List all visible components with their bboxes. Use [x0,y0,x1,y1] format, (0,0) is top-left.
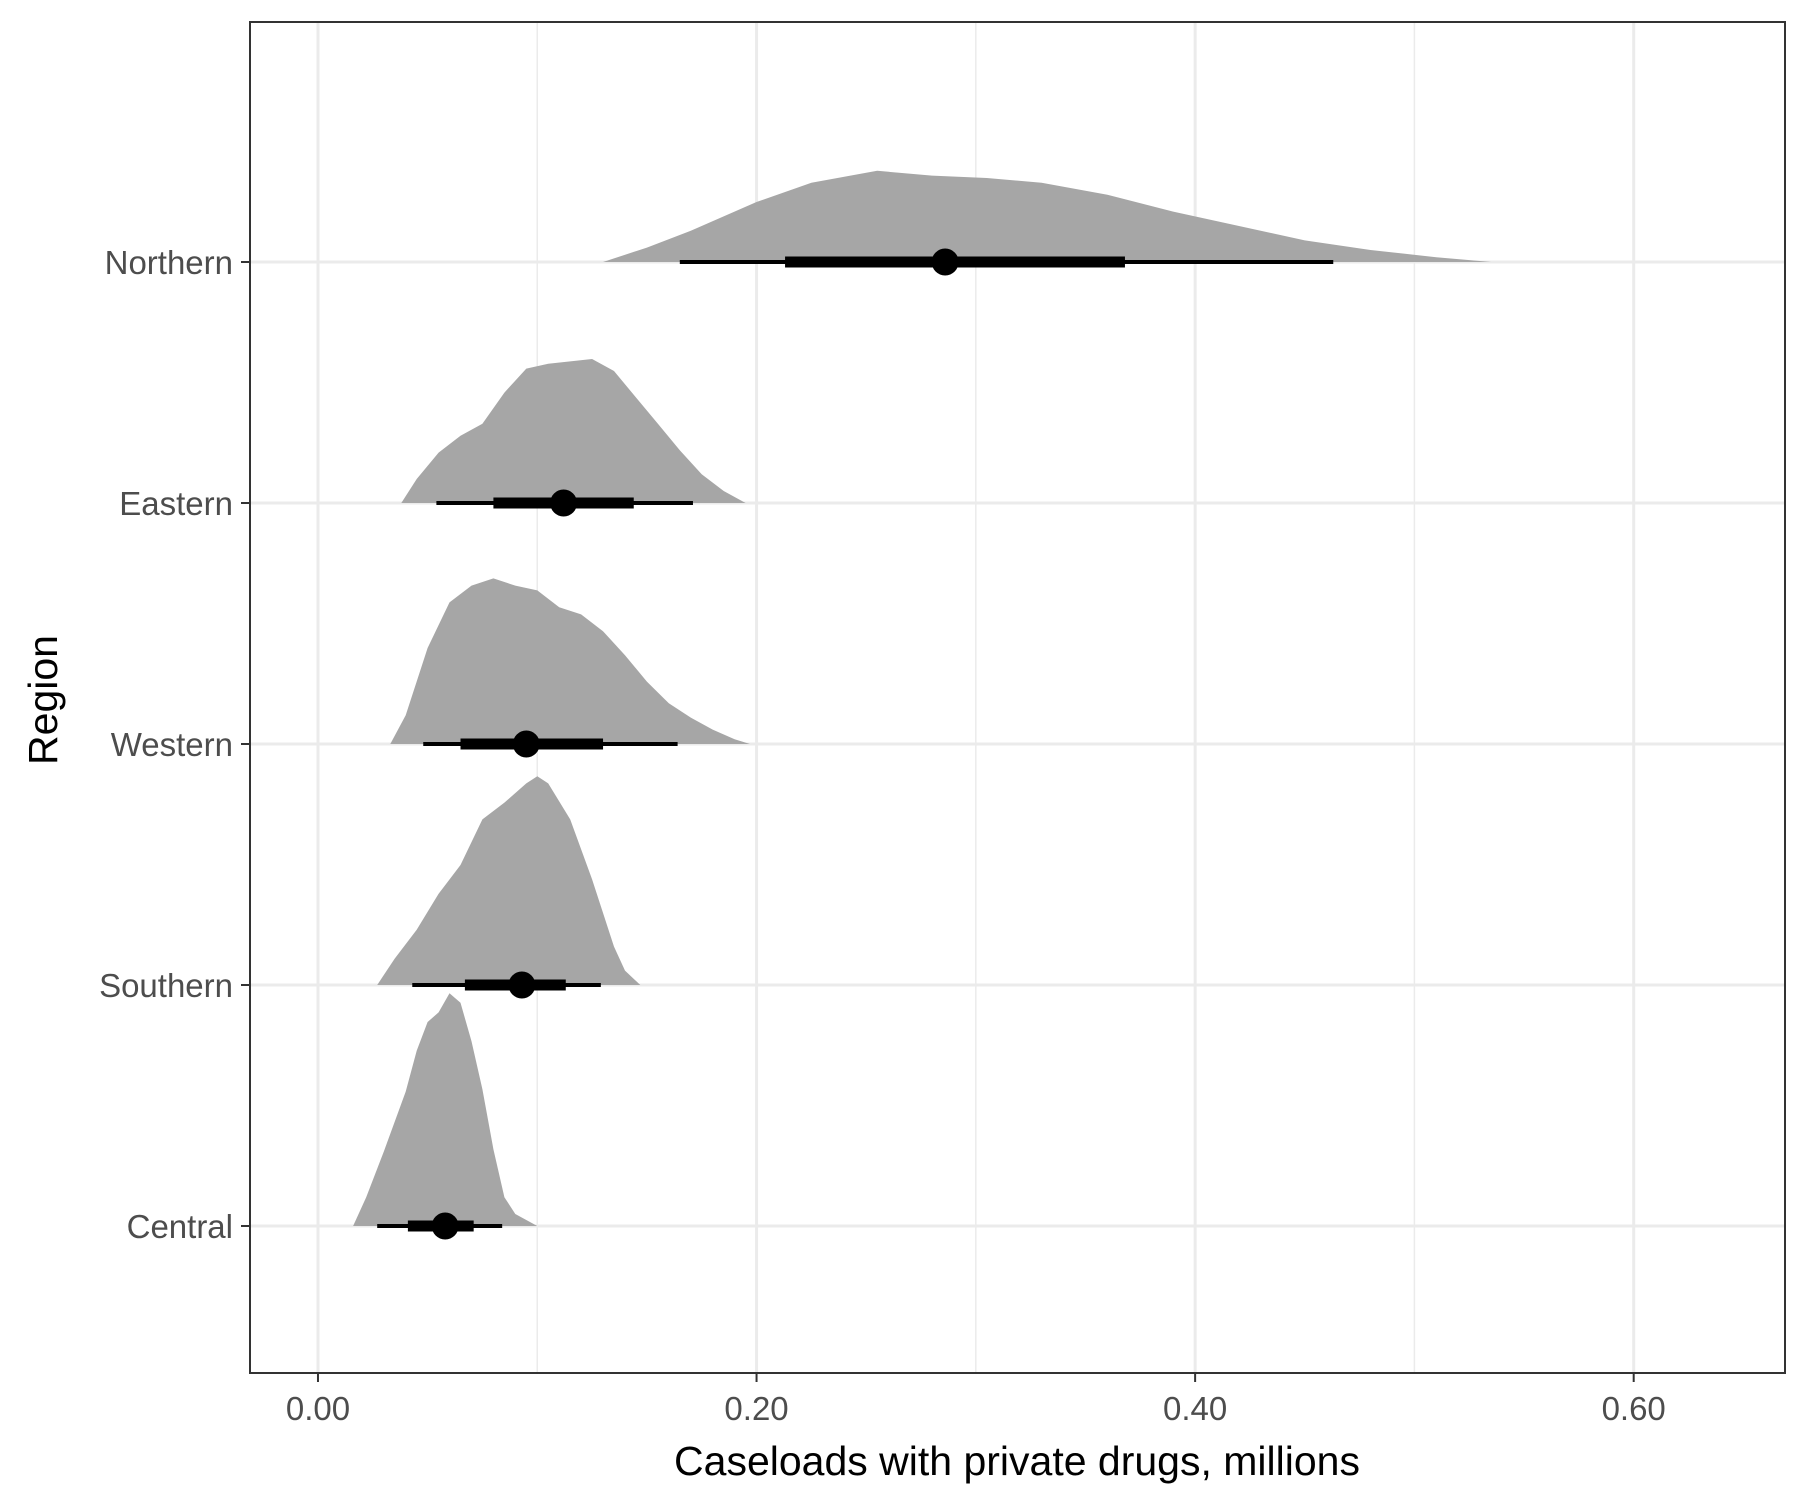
y-tick-label-central: Central [127,1208,233,1245]
axis-layer: 0.00 0.20 0.40 0.60 Northern Eastern Western So… [99,244,1666,1427]
x-axis-title: Caseloads with private drugs, millions [674,1438,1360,1484]
panel-border [249,21,1786,1374]
point-eastern [550,489,578,517]
density-northern [603,170,1492,262]
x-tick-label-2: 0.40 [1163,1390,1227,1427]
y-tick-label-eastern: Eastern [119,485,233,522]
x-tick-label-3: 0.60 [1602,1390,1666,1427]
y-tick-label-southern: Southern [99,967,233,1004]
point-central [431,1212,459,1240]
y-tick-label-western: Western [111,726,233,763]
density-western [390,578,750,744]
density-layer [353,170,1492,1226]
density-eastern [401,359,746,503]
x-tick-label-0: 0.00 [286,1390,350,1427]
density-central [353,993,538,1226]
x-tick-label-1: 0.20 [724,1390,788,1427]
interval-layer [377,248,1334,1240]
y-axis-title: Region [20,635,66,765]
point-southern [508,971,536,999]
density-southern [377,776,641,985]
point-western [512,730,540,758]
y-tick-label-northern: Northern [105,244,233,281]
point-northern [931,248,959,276]
